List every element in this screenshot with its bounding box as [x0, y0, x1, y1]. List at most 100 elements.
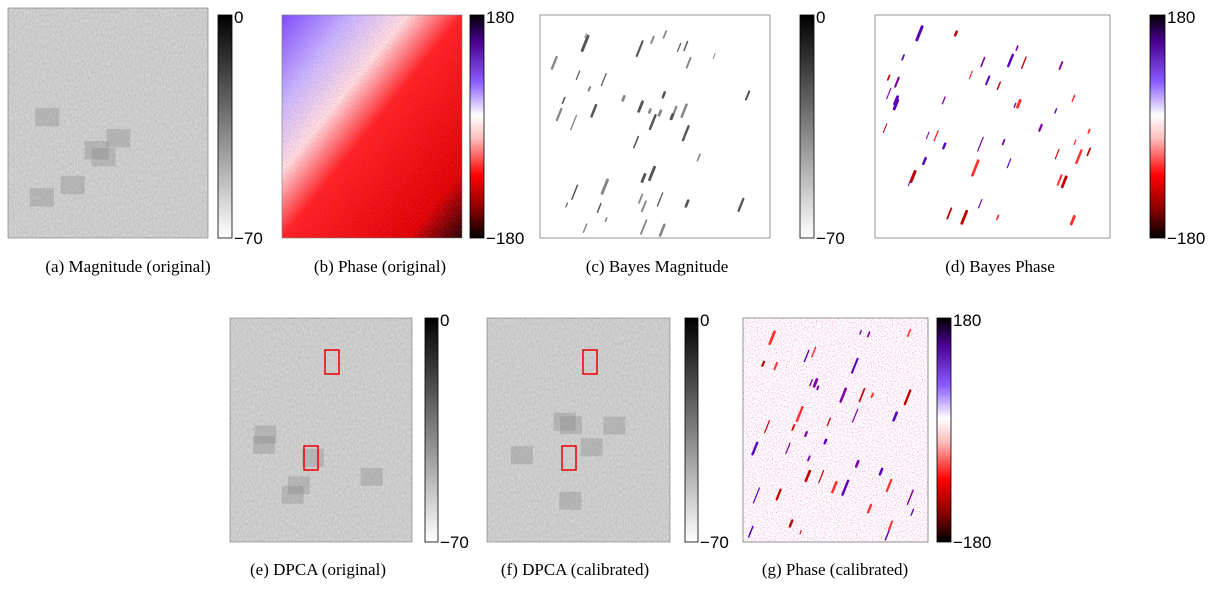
image-base	[874, 14, 1111, 239]
image-streak	[570, 114, 578, 131]
caption: (g) Phase (calibrated)	[762, 560, 908, 579]
image-streak	[650, 35, 655, 44]
image-streak	[647, 108, 652, 114]
image-block	[360, 467, 383, 486]
image-streak	[870, 392, 874, 399]
image-streak	[960, 209, 969, 225]
image-streak	[657, 109, 663, 117]
image-streak	[925, 131, 930, 140]
image-streak	[640, 200, 647, 213]
image-block	[603, 416, 626, 435]
colorbar-min-label: −70	[440, 533, 469, 552]
image-streak	[839, 387, 847, 403]
colorbar-max-label: 0	[816, 8, 825, 27]
image-streak	[773, 361, 778, 371]
image-streak	[854, 459, 860, 468]
image-streak	[1038, 123, 1043, 132]
image-streak	[582, 223, 588, 234]
image-streak	[685, 56, 692, 69]
image-streak	[775, 488, 782, 501]
image-streak	[804, 430, 808, 438]
image-streak	[866, 331, 871, 338]
image-block	[559, 416, 582, 435]
colorbar-max-label: 180	[486, 8, 514, 27]
image-streak	[888, 520, 894, 531]
image-streak	[637, 100, 644, 113]
image-streak	[826, 417, 832, 427]
panels: 0 −70 (a) Magnitude (original) 180 −180 (b) P…	[7, 7, 1205, 579]
panel: 0 −70 (c) Bayes Magnitude	[539, 8, 845, 276]
image-streak	[909, 169, 917, 183]
image-streak	[942, 142, 947, 150]
image-streak	[903, 389, 912, 406]
highlight-box	[561, 445, 577, 471]
colorbar-min-label: −180	[953, 533, 991, 552]
caption: (e) DPCA (original)	[250, 560, 386, 579]
panel: 180 −180 (b) Phase (original)	[281, 8, 524, 276]
image-streak	[696, 153, 701, 162]
image-streak	[866, 503, 873, 514]
image-streak	[922, 156, 927, 166]
colorbar-max-label: 0	[440, 311, 449, 330]
image-streak	[785, 442, 791, 455]
image-frame	[742, 317, 929, 543]
image-streak	[747, 525, 754, 538]
image-block	[106, 128, 131, 148]
colorbar-min-label: −70	[234, 229, 263, 248]
image-block	[510, 446, 533, 465]
image-streak	[590, 103, 598, 118]
image-streak	[818, 469, 825, 484]
image-frame	[539, 14, 771, 239]
panel: 180 −180 (d) Bayes Phase	[874, 8, 1205, 276]
image-streak	[816, 385, 820, 391]
image-streak	[799, 529, 802, 535]
image-streak	[851, 408, 859, 423]
image-streak	[1058, 61, 1064, 70]
colorbar-max-label: 180	[953, 311, 981, 330]
colorbar-min-label: −70	[816, 229, 845, 248]
image-texture	[487, 318, 670, 542]
image-block	[35, 107, 60, 127]
colorbar-min-label: −180	[486, 229, 524, 248]
image-streak	[764, 420, 771, 434]
image-streak	[892, 411, 898, 422]
image-texture	[230, 318, 412, 542]
image-streak	[946, 207, 953, 220]
image-texture	[8, 8, 208, 238]
image-streak	[933, 130, 939, 142]
image-streak	[1001, 139, 1006, 146]
image-streak	[768, 330, 776, 346]
image-streak	[584, 33, 587, 39]
image-streak	[684, 199, 690, 208]
colorbar-max-label: 0	[234, 8, 243, 27]
image-streak	[550, 55, 558, 70]
image-frame	[7, 7, 209, 239]
image-streak	[996, 81, 1002, 91]
image-streak	[841, 479, 850, 496]
image-streak	[953, 30, 958, 37]
image-streak	[823, 438, 828, 445]
panel: 0 −70 (f) DPCA (calibrated)	[486, 311, 729, 579]
image-streak	[811, 346, 817, 358]
highlight-box	[324, 349, 340, 375]
image-streak	[596, 202, 602, 213]
image-streak	[676, 42, 682, 52]
image-streak	[565, 202, 569, 208]
image-streak	[648, 114, 657, 131]
image-block	[559, 491, 582, 510]
image-streak	[680, 103, 688, 118]
image-streak	[744, 90, 751, 101]
image-streak	[640, 173, 647, 183]
image-block	[580, 438, 603, 457]
image-streak	[1015, 45, 1019, 51]
image-block	[281, 485, 304, 504]
image-streak	[831, 480, 838, 494]
colorbar	[469, 14, 485, 239]
image-streak	[1020, 56, 1027, 69]
image-streak	[804, 469, 812, 483]
panel: 0 −70 (a) Magnitude (original)	[7, 7, 263, 276]
image-streak	[633, 135, 640, 149]
image-streak	[1054, 108, 1058, 114]
image-streak	[658, 223, 666, 237]
image-block	[91, 147, 116, 167]
